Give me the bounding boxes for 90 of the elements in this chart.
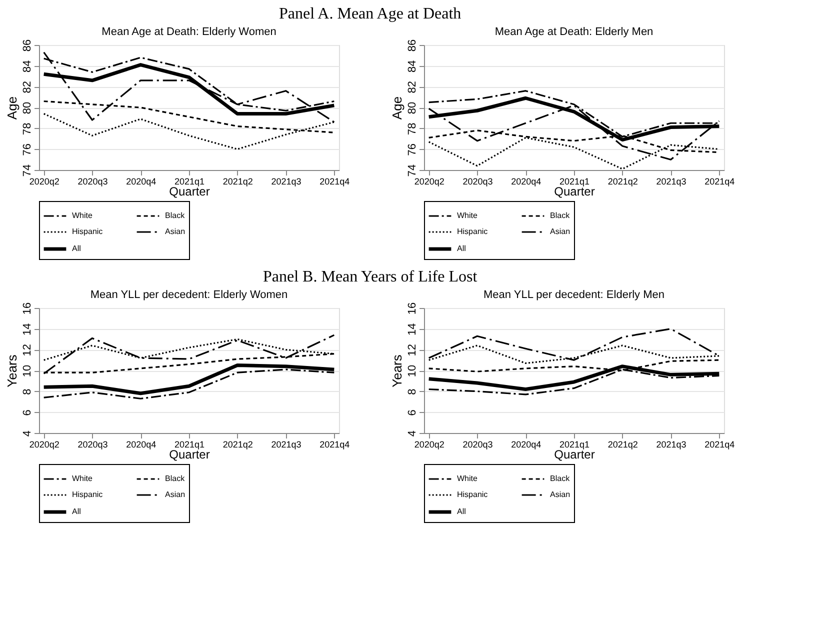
legend-label: Black: [165, 474, 186, 483]
legend-label: Black: [165, 211, 186, 220]
legend-label: White: [72, 474, 93, 483]
y-tick-label: 8: [406, 388, 418, 395]
y-axis-title: Years: [390, 354, 404, 388]
x-tick-label: 2020q2: [414, 440, 444, 450]
x-tick-label: 2020q4: [511, 176, 542, 186]
legend-label: Hispanic: [457, 490, 488, 499]
x-axis-title: Quarter: [169, 448, 210, 462]
y-axis-title: Age: [4, 96, 20, 120]
x-tick-label: 2021q2: [608, 440, 638, 450]
legend-label: All: [72, 507, 82, 516]
x-tick-label: 2021q4: [704, 176, 735, 186]
legend-label: Asian: [165, 490, 186, 499]
legend-label: Asian: [165, 227, 186, 236]
legend-label: Black: [550, 474, 571, 483]
x-tick-label: 2020q3: [462, 176, 493, 186]
y-tick-label: 8: [22, 388, 34, 395]
y-tick-label: 78: [22, 122, 34, 135]
x-tick-label: 2020q2: [414, 176, 444, 186]
y-tick-label: 86: [406, 39, 418, 52]
y-tick-label: 78: [406, 122, 418, 135]
y-tick-label: 84: [22, 60, 34, 72]
y-tick-label: 12: [406, 344, 418, 356]
x-tick-label: 2021q4: [320, 176, 350, 186]
x-tick-label: 2021q4: [704, 440, 735, 450]
x-tick-label: 2021q2: [608, 176, 638, 186]
y-tick-label: 82: [406, 81, 418, 94]
y-tick-label: 80: [406, 102, 418, 114]
legend-label: All: [457, 507, 466, 516]
legend-label: All: [72, 244, 82, 253]
x-tick-label: 2021q1: [174, 176, 205, 186]
y-tick-label: 6: [22, 410, 34, 416]
x-tick-label: 2020q2: [29, 440, 60, 450]
x-tick-label: 2021q1: [559, 440, 590, 450]
y-tick-label: 6: [406, 410, 418, 416]
chart-title: Mean Age at Death: Elderly Men: [494, 26, 654, 38]
chart-title: Mean YLL per decedent: Elderly Women: [90, 288, 288, 301]
legend-label: White: [457, 211, 478, 220]
text: Panel A. Mean Age at Death: [279, 5, 462, 22]
x-tick-label: 2021q3: [271, 440, 302, 450]
x-tick-label: 2020q4: [126, 176, 156, 186]
legend-label: Hispanic: [457, 227, 488, 236]
x-tick-label: 2021q4: [320, 440, 350, 450]
x-tick-label: 2020q4: [126, 440, 156, 450]
x-tick-label: 2020q3: [78, 176, 108, 186]
y-tick-label: 76: [22, 144, 34, 156]
x-tick-label: 2020q3: [462, 440, 493, 450]
y-tick-label: 16: [22, 302, 34, 315]
y-tick-label: 10: [22, 364, 34, 378]
legend-label: All: [457, 244, 466, 253]
legend-label: Black: [550, 211, 571, 220]
x-axis-title: Quarter: [169, 184, 210, 198]
x-axis-title: Quarter: [554, 184, 595, 198]
x-tick-label: 2020q2: [29, 176, 60, 186]
y-axis-title: Age: [390, 96, 404, 120]
x-axis-title: Quarter: [554, 448, 595, 462]
y-tick-label: 4: [22, 430, 34, 437]
y-tick-label: 14: [22, 323, 34, 336]
y-tick-label: 86: [22, 39, 34, 52]
chart-title: Mean Age at Death: Elderly Women: [102, 26, 276, 38]
legend-label: Asian: [550, 490, 570, 499]
y-axis-title: Years: [4, 354, 20, 388]
x-tick-label: 2021q3: [271, 176, 302, 186]
x-tick-label: 2021q2: [222, 176, 253, 186]
x-tick-label: 2020q4: [511, 440, 542, 450]
y-tick-label: 14: [406, 323, 418, 336]
legend-label: White: [72, 211, 93, 220]
x-tick-label: 2021q2: [222, 440, 253, 450]
y-tick-label: 12: [22, 344, 34, 356]
legend-label: Hispanic: [72, 227, 103, 236]
legend-label: Asian: [550, 227, 570, 236]
x-tick-label: 2020q3: [78, 440, 108, 450]
x-tick-label: 2021q3: [656, 440, 686, 450]
y-tick-label: 80: [22, 102, 34, 114]
y-tick-label: 4: [406, 430, 418, 437]
y-tick-label: 74: [406, 164, 418, 177]
y-tick-label: 76: [406, 144, 418, 156]
y-tick-label: 84: [406, 60, 418, 72]
legend-label: White: [457, 474, 478, 483]
text: Panel B. Mean Years of Life Lost: [262, 268, 478, 286]
chart-title: Mean YLL per decedent: Elderly Men: [483, 288, 665, 301]
y-tick-label: 74: [22, 164, 34, 177]
legend-label: Hispanic: [72, 490, 103, 499]
y-tick-label: 16: [406, 302, 418, 315]
x-tick-label: 2021q1: [174, 440, 205, 450]
x-tick-label: 2021q1: [559, 176, 590, 186]
x-tick-label: 2021q3: [656, 176, 686, 186]
y-tick-label: 10: [406, 364, 418, 378]
y-tick-label: 82: [22, 81, 34, 94]
